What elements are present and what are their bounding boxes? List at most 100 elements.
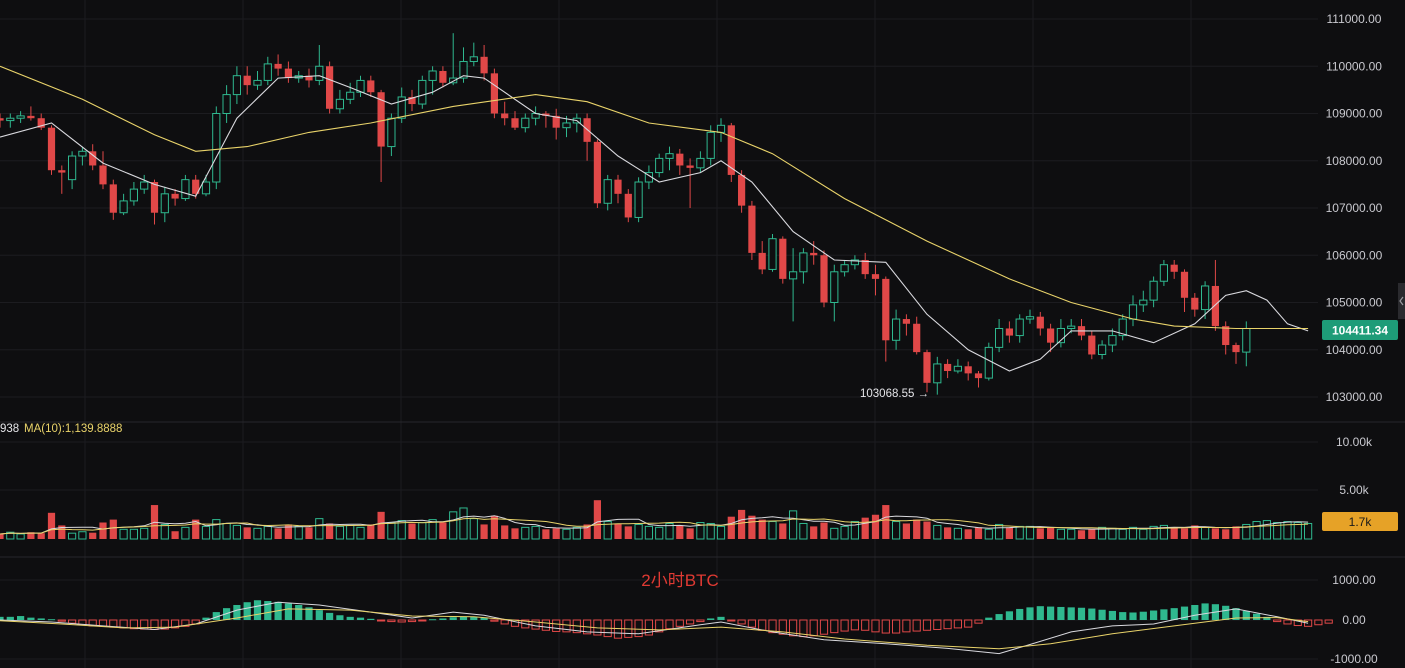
volume-bar xyxy=(850,521,859,540)
volume-bar xyxy=(1283,521,1292,540)
candle-body xyxy=(614,179,622,194)
candle xyxy=(58,165,66,194)
signal-line xyxy=(0,608,1309,650)
volume-bar xyxy=(593,500,601,539)
macd-bar xyxy=(727,619,736,622)
candle-body xyxy=(58,170,66,173)
candle-body xyxy=(501,113,509,119)
volume-bar xyxy=(480,524,488,539)
macd-bar xyxy=(995,614,1003,620)
candle xyxy=(129,182,139,206)
candle xyxy=(469,42,478,67)
volume-bar xyxy=(562,528,571,540)
macd-bar xyxy=(1242,610,1250,620)
candle-body xyxy=(779,238,787,279)
price-tick-label: 110000.00 xyxy=(1326,59,1382,73)
scale-handle[interactable] xyxy=(1398,283,1405,319)
volume-bar xyxy=(469,518,478,540)
candle xyxy=(892,309,901,350)
candle-body xyxy=(1098,344,1107,355)
candle-body xyxy=(140,181,149,190)
macd-bar xyxy=(17,616,25,620)
price-tick-label: 109000.00 xyxy=(1326,107,1383,121)
macd-bar xyxy=(150,619,159,630)
volume-bar xyxy=(624,526,632,539)
ma-fast-line xyxy=(0,75,1309,372)
candle-body xyxy=(480,56,488,74)
candle xyxy=(1201,281,1210,320)
volume-bar xyxy=(892,521,901,540)
volume-bar xyxy=(1108,527,1117,540)
volume-bar xyxy=(58,525,66,539)
candle-body xyxy=(686,165,694,168)
candle-body xyxy=(1170,264,1178,272)
candle xyxy=(140,174,149,194)
candle-body xyxy=(68,155,77,181)
volume-bar xyxy=(1056,528,1066,540)
candle xyxy=(408,89,416,112)
volume-bar xyxy=(222,522,231,540)
macd-bar xyxy=(974,619,983,624)
macd-bar xyxy=(634,619,643,638)
candle xyxy=(614,174,622,204)
candle xyxy=(1108,328,1117,353)
candle xyxy=(1025,309,1035,324)
macd-bar xyxy=(397,619,406,623)
candle-body xyxy=(243,75,251,86)
volume-bar xyxy=(923,521,931,539)
candle xyxy=(1036,311,1044,336)
macd-bar xyxy=(830,619,839,634)
candle-body xyxy=(995,327,1004,348)
volume-bar xyxy=(1077,530,1086,539)
volume-bar xyxy=(47,512,56,539)
macd-bar xyxy=(1253,613,1261,620)
volume-bar xyxy=(284,524,292,539)
macd-bar xyxy=(407,619,417,623)
macd-bar xyxy=(1232,608,1240,620)
candle-body xyxy=(232,75,242,96)
volume-panel xyxy=(0,500,1313,540)
volume-bar xyxy=(779,523,787,539)
candle xyxy=(1159,259,1169,286)
macd-bar xyxy=(367,618,375,620)
candle xyxy=(964,361,972,381)
macd-bar xyxy=(1150,610,1158,620)
candle-body xyxy=(738,174,746,206)
candle-body xyxy=(542,113,550,116)
volume-bar xyxy=(449,511,458,540)
candle-body xyxy=(655,157,664,174)
candle xyxy=(99,151,107,190)
candle xyxy=(305,68,313,88)
candle-body xyxy=(768,238,777,270)
macd-bar xyxy=(933,619,942,630)
macd-bar xyxy=(0,616,4,620)
macd-bar xyxy=(480,617,488,620)
candle-body xyxy=(820,255,828,303)
candle-body xyxy=(326,66,334,109)
macd-panel xyxy=(0,600,1333,655)
volume-bar xyxy=(346,524,355,540)
candle-body xyxy=(933,363,942,384)
candle-body xyxy=(974,373,983,379)
macd-bar xyxy=(1026,607,1034,620)
macd-bar xyxy=(326,612,334,620)
candle xyxy=(418,75,427,109)
candle xyxy=(696,151,705,173)
volume-bar xyxy=(738,509,746,539)
volume-bar xyxy=(1015,525,1024,540)
candle xyxy=(1118,314,1127,341)
volume-bar xyxy=(1170,527,1178,539)
candle-body xyxy=(181,179,190,200)
volume-bar xyxy=(933,524,942,540)
candle-body xyxy=(810,252,818,256)
volume-bar xyxy=(68,532,77,540)
volume-bar xyxy=(696,522,705,540)
macd-bar xyxy=(964,619,973,628)
macd-bar xyxy=(1047,606,1055,620)
candle xyxy=(1005,321,1013,343)
volume-bar xyxy=(418,522,427,540)
volume-bar xyxy=(408,523,416,539)
candle-body xyxy=(89,151,97,166)
macd-bar xyxy=(27,617,35,620)
